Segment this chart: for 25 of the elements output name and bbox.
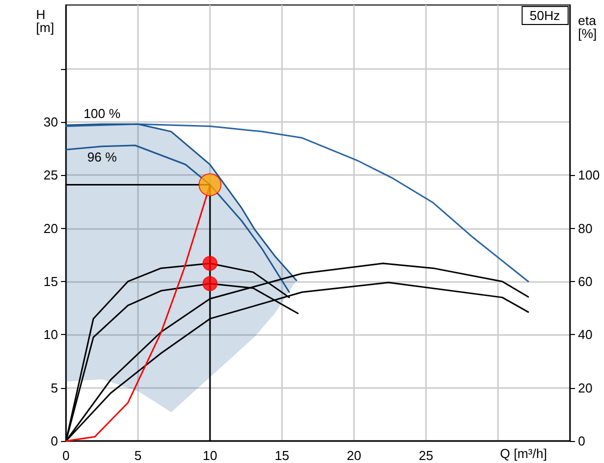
y-tick-label: 25 (44, 168, 58, 183)
x-tick-label: 10 (202, 448, 218, 463)
y2-tick-label: 0 (578, 434, 586, 448)
x-tick-label: 20 (346, 448, 362, 463)
y-tick-label: 15 (44, 274, 58, 289)
chart-title: 50Hz (530, 8, 560, 23)
x-tick-label: 15 (274, 448, 290, 463)
x-axis-title: Q [m³/h] (500, 446, 547, 461)
x-tick-label: 25 (418, 448, 434, 463)
y-tick-label: 20 (44, 220, 58, 236)
y2-tick-label: 60 (578, 274, 592, 289)
y2-tick-label: 100 (578, 168, 600, 183)
y-tick-label: 5 (50, 380, 58, 396)
x-tick-label: 5 (134, 448, 142, 463)
series-label: 96 % (87, 149, 118, 164)
y2-tick-label: 20 (578, 380, 592, 396)
series-label: 100 % (84, 106, 121, 122)
y2-tick-label: 80 (578, 220, 592, 236)
y-tick-label: 0 (50, 434, 58, 448)
y-tick-label: 30 (44, 114, 58, 130)
y2-tick-label: 40 (578, 327, 592, 342)
y-axis-title: H [m] (36, 7, 54, 35)
y2-axis-title: eta [%] (578, 13, 597, 41)
y-tick-label: 10 (44, 327, 58, 342)
x-tick-label: 0 (62, 448, 70, 463)
